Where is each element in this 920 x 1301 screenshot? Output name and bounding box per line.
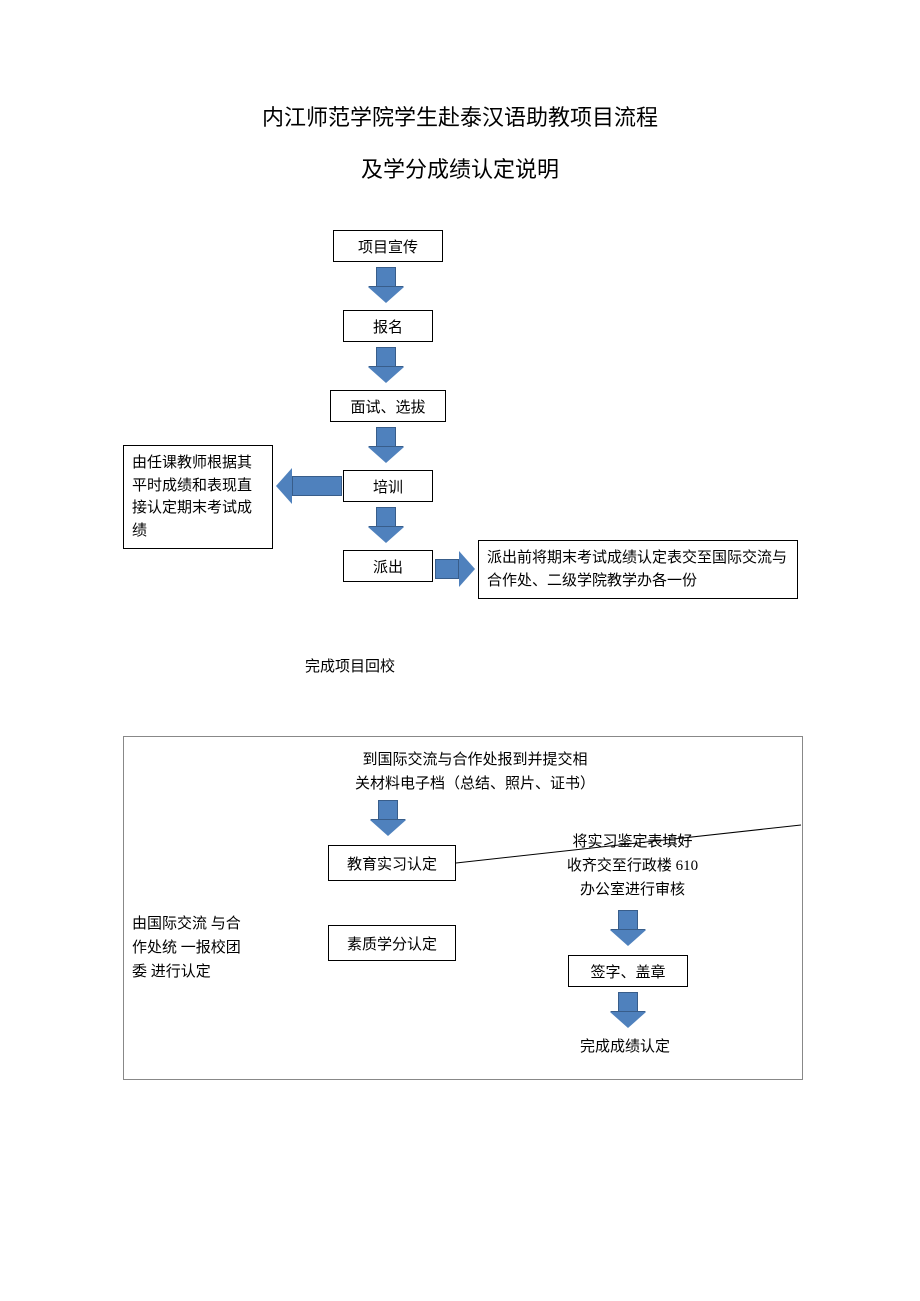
- arrow-down-icon: [610, 910, 646, 946]
- arrow-down-icon: [368, 347, 404, 383]
- title-line-1: 内江师范学院学生赴泰汉语助教项目流程: [0, 100, 920, 132]
- right-note-l2: 收齐交至行政楼 610: [567, 858, 698, 874]
- arrow-down-icon: [368, 427, 404, 463]
- arrow-down-icon: [368, 507, 404, 543]
- report-text: 到国际交流与合作处报到并提交相 关材料电子档（总结、照片、证书）: [330, 748, 620, 796]
- arrow-right-icon: [435, 551, 475, 587]
- node-sign-seal: 签字、盖章: [568, 955, 688, 987]
- arrow-down-icon: [370, 800, 406, 836]
- report-line-2: 关材料电子档（总结、照片、证书）: [355, 776, 595, 792]
- arrow-down-icon: [368, 267, 404, 303]
- report-line-1: 到国际交流与合作处报到并提交相: [362, 752, 587, 768]
- right-note-l3: 办公室进行审核: [580, 882, 685, 898]
- node-dispatch: 派出: [343, 550, 433, 582]
- arrow-down-icon: [610, 992, 646, 1028]
- left-note: 由国际交流 与合作处统 一报校团委 进行认定: [132, 912, 252, 984]
- label-final: 完成成绩认定: [580, 1035, 670, 1059]
- title-block: 内江师范学院学生赴泰汉语助教项目流程 及学分成绩认定说明: [0, 0, 920, 184]
- node-edu-internship: 教育实习认定: [328, 845, 456, 881]
- arrow-left-icon: [276, 468, 342, 504]
- node-project-publicity: 项目宣传: [333, 230, 443, 262]
- side-note-right: 派出前将期末考试成绩认定表交至国际交流与合作处、二级学院教学办各一份: [478, 540, 798, 599]
- node-interview: 面试、选拔: [330, 390, 446, 422]
- node-training: 培训: [343, 470, 433, 502]
- node-signup: 报名: [343, 310, 433, 342]
- label-return-school: 完成项目回校: [305, 655, 395, 679]
- side-note-left: 由任课教师根据其平时成绩和表现直接认定期末考试成绩: [123, 445, 273, 549]
- right-note: 将实习鉴定表填好 收齐交至行政楼 610 办公室进行审核: [545, 830, 720, 902]
- right-note-l1: 将实习鉴定表填好: [572, 834, 692, 850]
- title-line-2: 及学分成绩认定说明: [0, 152, 920, 184]
- node-quality-credit: 素质学分认定: [328, 925, 456, 961]
